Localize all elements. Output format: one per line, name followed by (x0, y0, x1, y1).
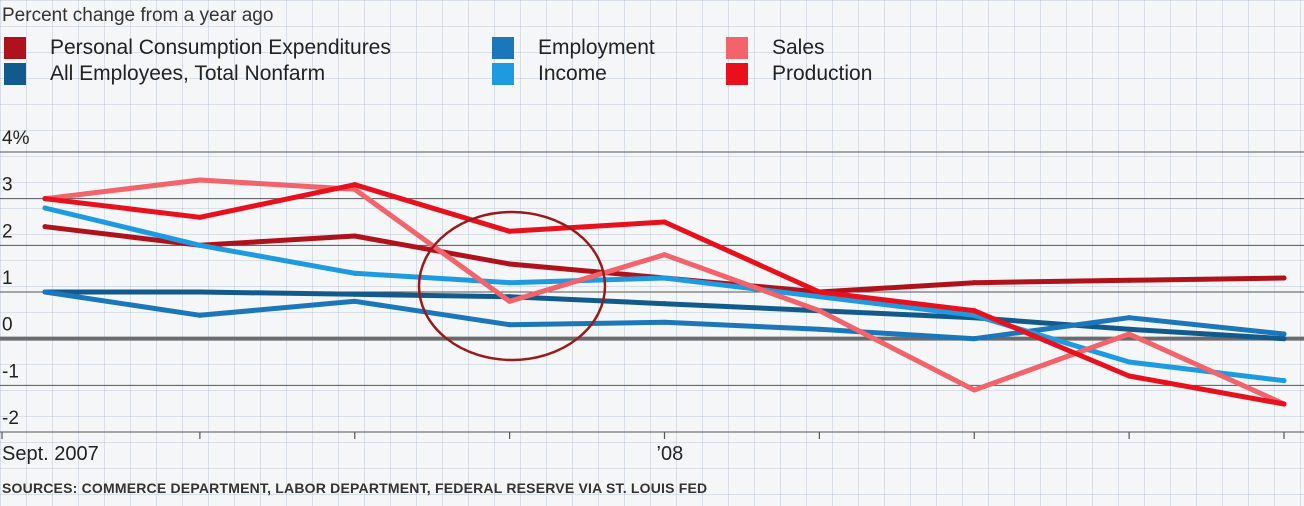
data-point (662, 252, 667, 257)
data-point (507, 262, 512, 267)
data-point (197, 290, 202, 295)
data-point (662, 220, 667, 225)
series-line-3 (45, 292, 1284, 339)
data-point (1282, 402, 1287, 407)
data-point (1127, 332, 1132, 337)
data-point (662, 276, 667, 281)
y-tick-label: 0 (2, 315, 13, 336)
data-point (352, 182, 357, 187)
y-tick-label: 3 (2, 175, 13, 196)
data-point (1282, 332, 1287, 337)
data-point (1127, 278, 1132, 283)
data-point (817, 327, 822, 332)
series-line-2 (45, 292, 1284, 339)
data-point (1127, 327, 1132, 332)
data-point (197, 313, 202, 318)
data-point (507, 280, 512, 285)
data-point (507, 299, 512, 304)
data-point (817, 308, 822, 313)
data-point (972, 336, 977, 341)
x-tick-label: Sept. 2007 (2, 443, 99, 465)
data-point (197, 178, 202, 183)
data-point (507, 229, 512, 234)
data-point (972, 280, 977, 285)
data-point (817, 294, 822, 299)
data-point (197, 215, 202, 220)
data-point (1127, 360, 1132, 365)
data-point (197, 243, 202, 248)
data-point (972, 388, 977, 393)
data-point (352, 271, 357, 276)
data-point (662, 320, 667, 325)
data-point (1282, 336, 1287, 341)
data-point (1282, 276, 1287, 281)
data-point (1282, 378, 1287, 383)
source-note: SOURCES: COMMERCE DEPARTMENT, LABOR DEPA… (2, 480, 707, 496)
data-point (817, 290, 822, 295)
data-point (662, 301, 667, 306)
data-point (507, 322, 512, 327)
data-point (352, 292, 357, 297)
data-point (352, 299, 357, 304)
data-point (43, 196, 48, 201)
data-point (43, 224, 48, 229)
series-line-1 (45, 227, 1284, 292)
data-point (43, 206, 48, 211)
x-tick-label: ’08 (657, 443, 684, 465)
data-point (352, 234, 357, 239)
data-point (43, 290, 48, 295)
y-tick-label: -1 (2, 361, 19, 382)
y-tick-label: 1 (2, 268, 13, 289)
y-tick-label: 2 (2, 221, 13, 242)
y-tick-label: -2 (2, 408, 19, 429)
y-tick-label: 4% (2, 128, 30, 149)
data-point (972, 308, 977, 313)
data-point (1127, 374, 1132, 379)
data-point (1127, 315, 1132, 320)
